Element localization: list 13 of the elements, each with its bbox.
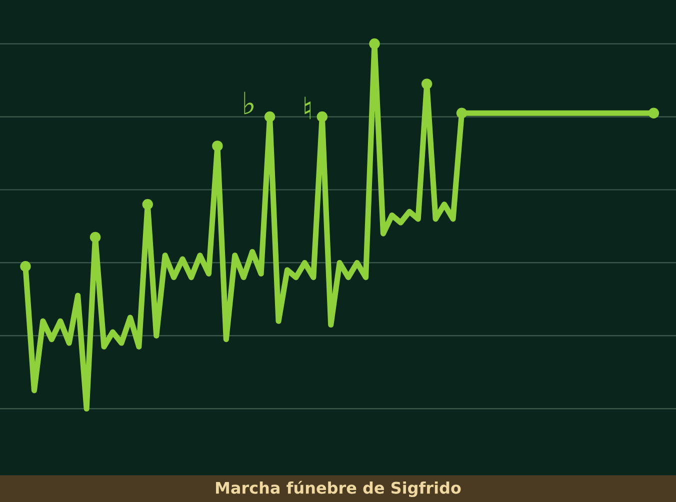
point	[142, 199, 153, 210]
point	[20, 261, 31, 272]
point	[456, 108, 468, 118]
point	[421, 78, 432, 90]
annotation: ♮	[304, 96, 310, 120]
point	[90, 232, 101, 243]
text: Marcha fúnebre de Sigfrido	[216, 480, 461, 498]
point	[316, 111, 328, 122]
point	[212, 140, 223, 152]
point	[369, 38, 380, 50]
point	[264, 111, 276, 122]
point	[648, 108, 660, 118]
annotation: ♭	[244, 92, 254, 114]
